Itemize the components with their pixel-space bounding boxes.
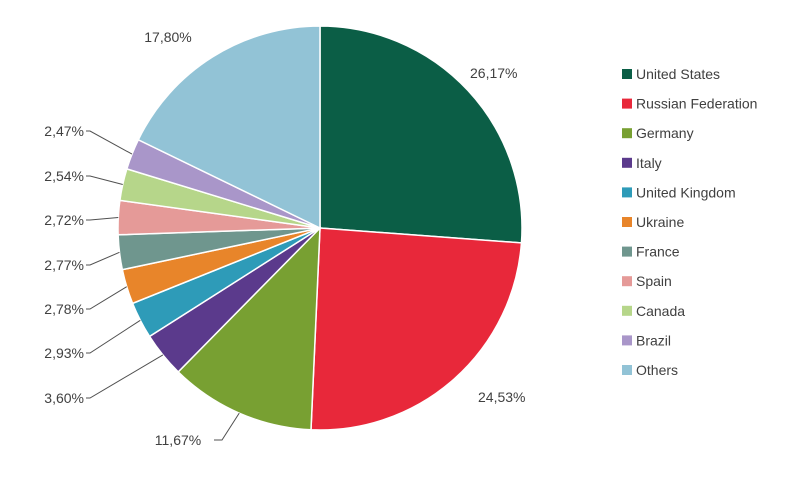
legend-label-canada: Canada [636, 303, 685, 319]
data-label-ukraine: 2,78% [44, 301, 84, 317]
legend-swatch-brazil [622, 335, 632, 346]
data-label-spain: 2,72% [44, 212, 84, 228]
legend-label-others: Others [636, 362, 678, 378]
leader-line-spain [86, 217, 119, 221]
pie-slice-united-states [319, 25, 523, 244]
leader-line-canada [86, 175, 123, 185]
leader-line-italy [86, 354, 164, 399]
legend-swatch-france [622, 246, 632, 257]
legend-swatch-germany [622, 128, 632, 139]
legend-label-france: France [636, 244, 680, 260]
pie-slice-germany [177, 226, 321, 431]
data-labels: 26,17% 24,53% 11,67% 3,60% 2,93% 2,78% 2,77% 2,… [44, 29, 525, 448]
leader-line-brazil [86, 130, 133, 155]
legend-swatch-canada [622, 305, 632, 316]
pie-slice-russian-federation [310, 227, 523, 431]
data-label-united-kingdom: 2,93% [44, 345, 84, 361]
legend-label-brazil: Brazil [636, 332, 671, 348]
data-label-germany: 11,67% [155, 432, 201, 448]
legend-label-united-kingdom: United Kingdom [636, 184, 736, 200]
legend-label-ukraine: Ukraine [636, 214, 684, 230]
data-label-france: 2,77% [44, 257, 84, 273]
pie-slice-others [137, 25, 321, 230]
legend-label-germany: Germany [636, 125, 694, 141]
legend-label-spain: Spain [636, 273, 672, 289]
data-label-italy: 3,60% [44, 390, 84, 406]
data-label-others: 17,80% [144, 29, 191, 45]
pie-slices [117, 25, 523, 431]
legend-swatch-ukraine [622, 217, 632, 227]
leader-line-united-kingdom [86, 319, 141, 354]
legend-swatch-united-kingdom [622, 187, 632, 198]
legend-swatch-italy [622, 157, 632, 168]
legend-label-italy: Italy [636, 155, 662, 171]
legend-swatch-others [622, 365, 632, 375]
data-label-russian-federation: 24,53% [478, 389, 525, 405]
data-label-brazil: 2,47% [44, 123, 84, 139]
leader-line-france [86, 251, 120, 266]
legend-swatch-russian-federation [622, 98, 632, 109]
data-label-canada: 2,54% [44, 168, 84, 184]
legend: United States Russian Federation Germany It… [622, 66, 757, 378]
legend-swatch-spain [622, 276, 632, 287]
legend-label-russian-federation: Russian Federation [636, 96, 757, 112]
data-label-united-states: 26,17% [470, 65, 517, 81]
legend-swatch-united-states [622, 69, 632, 79]
legend-label-united-states: United States [636, 66, 720, 82]
leader-lines [86, 130, 240, 441]
leader-line-ukraine [86, 286, 127, 310]
leader-line-germany [214, 412, 240, 441]
